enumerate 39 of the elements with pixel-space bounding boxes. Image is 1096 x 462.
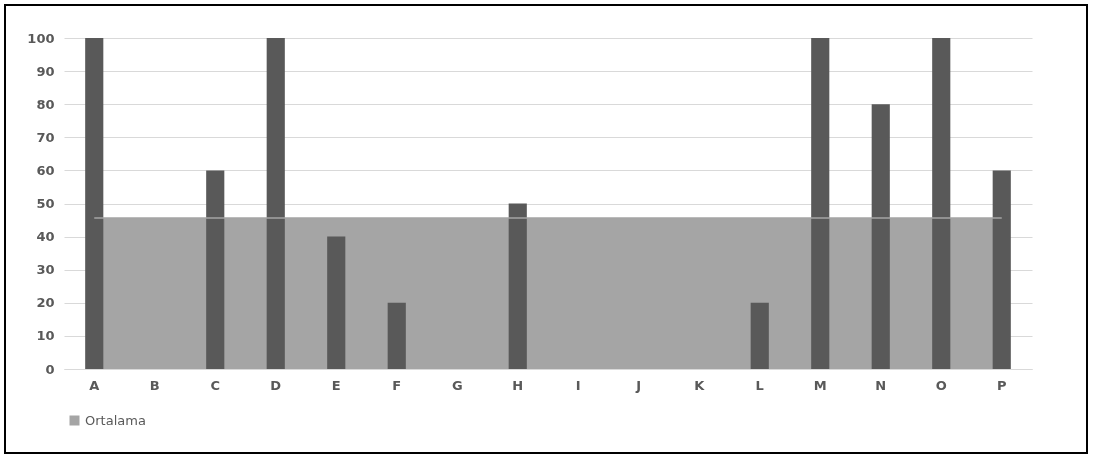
y-tick-label: 80 (36, 96, 55, 112)
y-tick-label: 40 (36, 229, 55, 245)
x-tick-label: G (451, 377, 463, 393)
x-tick-label: E (331, 377, 341, 393)
y-tick-label: 100 (27, 30, 55, 46)
x-tick-label: L (755, 377, 764, 393)
bar (811, 38, 830, 369)
bar (932, 38, 951, 369)
bar (992, 170, 1011, 369)
x-tick-label: I (575, 377, 581, 393)
y-tick-label: 30 (36, 262, 55, 278)
bar (387, 302, 406, 369)
x-tick-label: N (875, 377, 887, 393)
y-tick-label: 60 (36, 162, 55, 178)
x-tick-label: C (210, 377, 221, 393)
y-tick-label: 50 (36, 196, 55, 211)
x-tick-label: O (935, 377, 947, 393)
x-tick-label: D (270, 377, 282, 393)
y-tick-label: 70 (36, 129, 55, 145)
bar (750, 302, 769, 369)
x-tick-label: M (813, 377, 827, 393)
bar (85, 38, 104, 369)
x-tick-label: B (149, 377, 160, 393)
legend-label: Ortalama (85, 412, 146, 428)
y-tick-label: 20 (36, 295, 55, 311)
x-tick-label: H (512, 377, 524, 393)
x-tick-label: K (694, 377, 706, 393)
y-tick-label: 10 (36, 328, 55, 344)
x-tick-label: P (996, 377, 1007, 393)
x-tick-label: J (635, 377, 642, 393)
y-tick-label: 0 (45, 361, 55, 377)
bar (327, 236, 346, 369)
x-tick-label: F (392, 377, 402, 393)
bar (266, 38, 285, 369)
bar (871, 104, 890, 369)
bar (206, 170, 225, 369)
y-tick-label: 90 (36, 63, 55, 79)
x-tick-label: A (89, 377, 100, 393)
bar (508, 203, 527, 369)
